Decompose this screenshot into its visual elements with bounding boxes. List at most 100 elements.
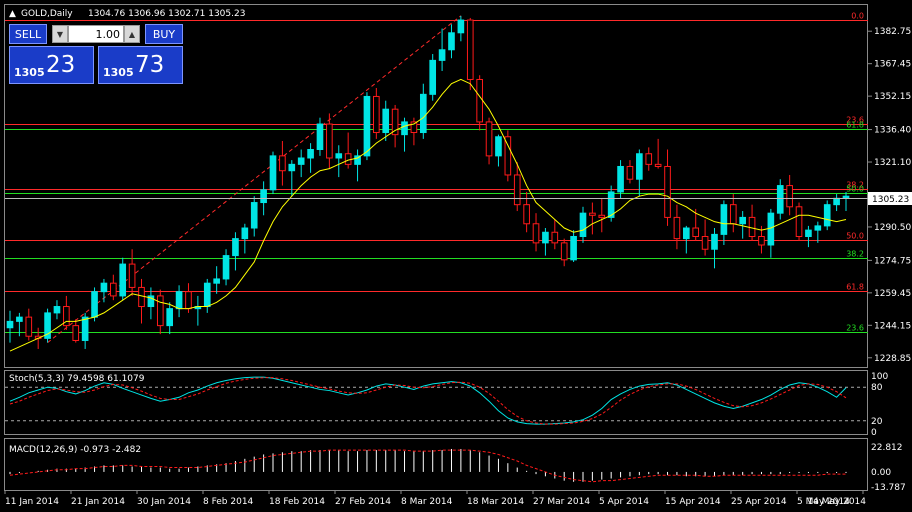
candle-body	[410, 121, 418, 134]
buy-button[interactable]: BUY	[145, 24, 183, 44]
macd-panel[interactable]	[4, 438, 868, 491]
price-axis-label: 1274.75	[874, 256, 911, 266]
candle-body	[401, 121, 408, 136]
date-axis-label: 27 Feb 2014	[335, 497, 391, 507]
date-axis-label: 27 Mar 2014	[533, 497, 590, 507]
stochastic-lines	[5, 376, 868, 425]
candle-body	[833, 197, 840, 206]
candle-body	[795, 206, 803, 238]
fibo-level-label: 61.8	[846, 121, 864, 130]
candle-body	[579, 212, 587, 238]
candle-body	[279, 155, 286, 172]
date-axis-label: 15 Apr 2014	[665, 497, 721, 507]
moving-average-polyline	[9, 78, 847, 352]
candle-body	[598, 214, 606, 218]
date-axis-label: 21 Jan 2014	[71, 497, 125, 507]
candle-body	[6, 320, 14, 329]
sell-price-small: 1305	[14, 66, 45, 79]
candle-body	[438, 49, 446, 61]
candle-body	[448, 32, 455, 51]
candle-body	[748, 216, 756, 238]
candle-body	[382, 108, 390, 134]
sell-button[interactable]: SELL	[9, 24, 47, 44]
lot-decrease-icon[interactable]: ▼	[52, 25, 68, 43]
candle-body	[645, 153, 653, 165]
macd-signal-line	[9, 449, 846, 483]
fibo-level-label: 38.2	[846, 181, 864, 190]
candle-body	[335, 153, 343, 159]
candle-body	[147, 295, 155, 308]
stoch-axis-label: 80	[871, 383, 883, 393]
macd-axis-label: 0.00	[871, 468, 891, 478]
date-axis-label: 8 Feb 2014	[203, 497, 254, 507]
candle-body	[589, 212, 596, 216]
candle-body	[128, 263, 136, 288]
lot-increase-icon[interactable]: ▲	[124, 25, 140, 43]
candle-body	[692, 227, 700, 238]
candle-body	[542, 231, 549, 244]
price-axis-label: 1336.40	[874, 126, 911, 136]
candle-body	[485, 121, 493, 157]
candle-body	[823, 204, 831, 227]
candle-body	[110, 282, 117, 297]
candle-body	[664, 165, 671, 218]
candle-body	[156, 295, 164, 327]
candle-body	[842, 195, 850, 199]
candle-body	[739, 216, 746, 225]
candle-body	[326, 123, 333, 159]
candle-body	[72, 325, 80, 341]
one-click-trading-panel: SELL ▼ 1.00 ▲ BUY 1305 23 1305 73	[9, 24, 183, 84]
candle-body	[100, 282, 108, 293]
date-axis-label: 5 May 2014	[797, 497, 850, 507]
candle-body	[63, 306, 70, 327]
candle-body	[729, 204, 737, 225]
candle-body	[16, 316, 23, 322]
candle-body	[767, 212, 775, 246]
stoch-axis-label: 100	[871, 372, 888, 382]
candle-body	[532, 223, 540, 244]
candle-body	[288, 163, 296, 172]
fibo-level-label: 50.0	[846, 232, 864, 241]
candle-body	[203, 282, 211, 308]
price-axis-label: 1228.85	[874, 354, 911, 364]
candle-body	[222, 255, 230, 280]
candle-body	[720, 204, 728, 235]
candle-body	[457, 19, 465, 34]
candle-body	[673, 216, 681, 240]
candle-body	[344, 153, 352, 165]
date-axis-label: 25 Apr 2014	[731, 497, 787, 507]
candle-body	[232, 238, 239, 257]
candle-body	[776, 185, 784, 214]
candle-body	[419, 93, 427, 134]
price-axis-label: 1321.10	[874, 158, 911, 168]
buy-price-small: 1305	[103, 66, 134, 79]
candle-body	[513, 174, 521, 206]
candle-body	[81, 316, 89, 341]
candle-body	[429, 59, 437, 95]
date-axis-label: 14 May 2014	[807, 497, 866, 507]
price-axis-label: 1367.45	[874, 60, 911, 70]
candle-body	[551, 231, 559, 244]
price-panel[interactable]	[4, 4, 868, 368]
candle-body	[185, 291, 192, 310]
current-price-label: 1305.23	[872, 195, 909, 205]
candle-body	[570, 236, 577, 261]
candle-body	[607, 191, 615, 218]
fibonacci-levels[interactable]: 0.023.661.838.250.050.038.261.823.6	[5, 12, 868, 333]
date-axis: 11 Jan 2014 21 Jan 2014 30 Jan 2014 8 Feb 2…	[4, 490, 866, 507]
candle-body	[166, 308, 174, 327]
stoch-panel[interactable]	[4, 370, 868, 435]
lot-size-input[interactable]: 1.00	[68, 25, 124, 43]
macd-label: MACD(12,26,9) -0.973 -2.482	[9, 445, 141, 455]
stoch-axis-label: 20	[871, 417, 883, 427]
buy-price-button[interactable]: 1305 73	[98, 46, 183, 84]
date-axis-label: 18 Feb 2014	[269, 497, 325, 507]
fibo-level-label: 0.0	[851, 12, 864, 21]
candle-body	[626, 165, 634, 180]
candle-body	[316, 123, 324, 151]
sell-price-button[interactable]: 1305 23	[9, 46, 94, 84]
candle-body	[617, 165, 624, 193]
date-axis-label: 11 Jan 2014	[5, 497, 59, 507]
candle-body	[373, 95, 380, 134]
